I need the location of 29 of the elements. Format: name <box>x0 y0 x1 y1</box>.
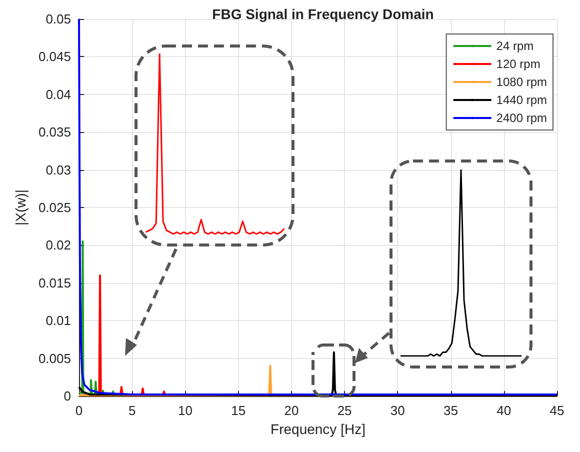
y-axis-title: |X(w)| <box>12 189 29 226</box>
y-tick-label: 0.01 <box>46 313 71 328</box>
x-tick-label: 0 <box>75 403 83 418</box>
x-tick-label: 40 <box>496 403 512 418</box>
x-tick-label: 45 <box>550 403 564 418</box>
legend-label: 24 rpm <box>496 39 534 53</box>
y-tick-label: 0.045 <box>38 49 71 64</box>
y-tick-label: 0.05 <box>46 12 71 26</box>
x-tick-label: 5 <box>128 403 136 418</box>
y-tick-label: 0.005 <box>38 350 71 366</box>
legend-label: 120 rpm <box>496 57 540 71</box>
x-tick-label: 10 <box>178 403 192 418</box>
y-tick-label: 0.02 <box>46 238 71 253</box>
legend-label: 1080 rpm <box>496 75 548 89</box>
x-tick-label: 20 <box>284 403 299 418</box>
y-tick-label: 0.015 <box>38 275 71 290</box>
x-tick-label: 25 <box>337 403 352 418</box>
x-tick-label: 15 <box>231 403 246 418</box>
y-tick-label: 0.035 <box>38 124 71 140</box>
x-axis-title: Frequency [Hz] <box>270 420 366 437</box>
y-tick-label: 0.03 <box>46 162 71 178</box>
legend-label: 2400 rpm <box>496 111 548 125</box>
y-tick-label: 0.04 <box>46 86 71 102</box>
x-tick-label: 35 <box>444 403 458 418</box>
y-tick-label: 0 <box>64 388 71 404</box>
x-tick-label: 30 <box>390 403 405 418</box>
legend-label: 1440 rpm <box>496 93 548 107</box>
chart-title: FBG Signal in Frequency Domain <box>212 6 434 22</box>
y-tick-label: 0.025 <box>38 200 71 215</box>
